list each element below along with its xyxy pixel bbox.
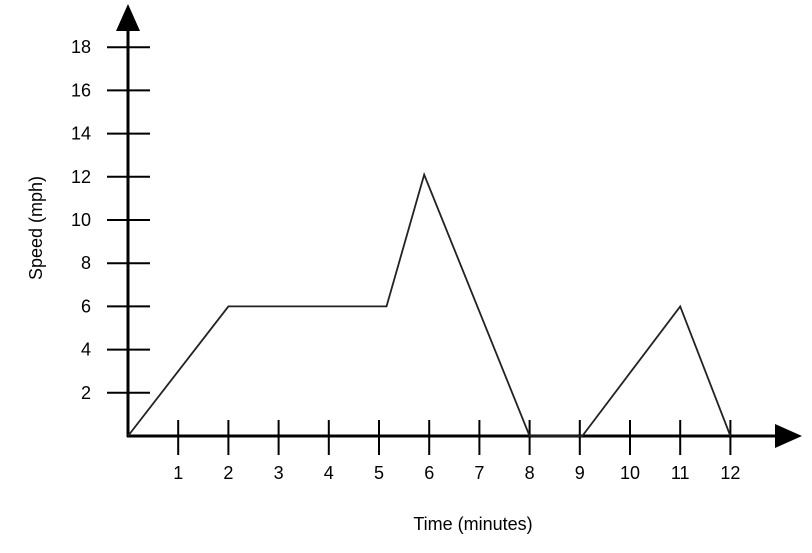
x-tick-label: 7	[474, 463, 484, 483]
x-tick-label: 12	[720, 463, 740, 483]
y-tick-label: 6	[81, 296, 91, 316]
x-tick-label: 10	[620, 463, 640, 483]
x-tick-label: 5	[374, 463, 384, 483]
x-tick-label: 4	[324, 463, 334, 483]
y-tick-label: 12	[71, 167, 91, 187]
x-tick-label: 3	[274, 463, 284, 483]
x-tick-label: 6	[424, 463, 434, 483]
x-axis-label: Time (minutes)	[413, 514, 532, 534]
y-tick-label: 8	[81, 253, 91, 273]
speed-line	[127, 171, 732, 437]
y-tick-label: 14	[71, 124, 91, 144]
y-tick-label: 16	[71, 80, 91, 100]
y-axis-label: Speed (mph)	[26, 176, 46, 280]
x-tick-label: 1	[173, 463, 183, 483]
x-tick-label: 2	[223, 463, 233, 483]
y-tick-label: 18	[71, 37, 91, 57]
x-tick-label: 11	[671, 463, 690, 483]
x-tick-label: 8	[525, 463, 535, 483]
y-tick-label: 4	[81, 340, 91, 360]
y-tick-label: 10	[71, 210, 91, 230]
x-tick-label: 9	[575, 463, 585, 483]
y-tick-label: 2	[81, 383, 91, 403]
